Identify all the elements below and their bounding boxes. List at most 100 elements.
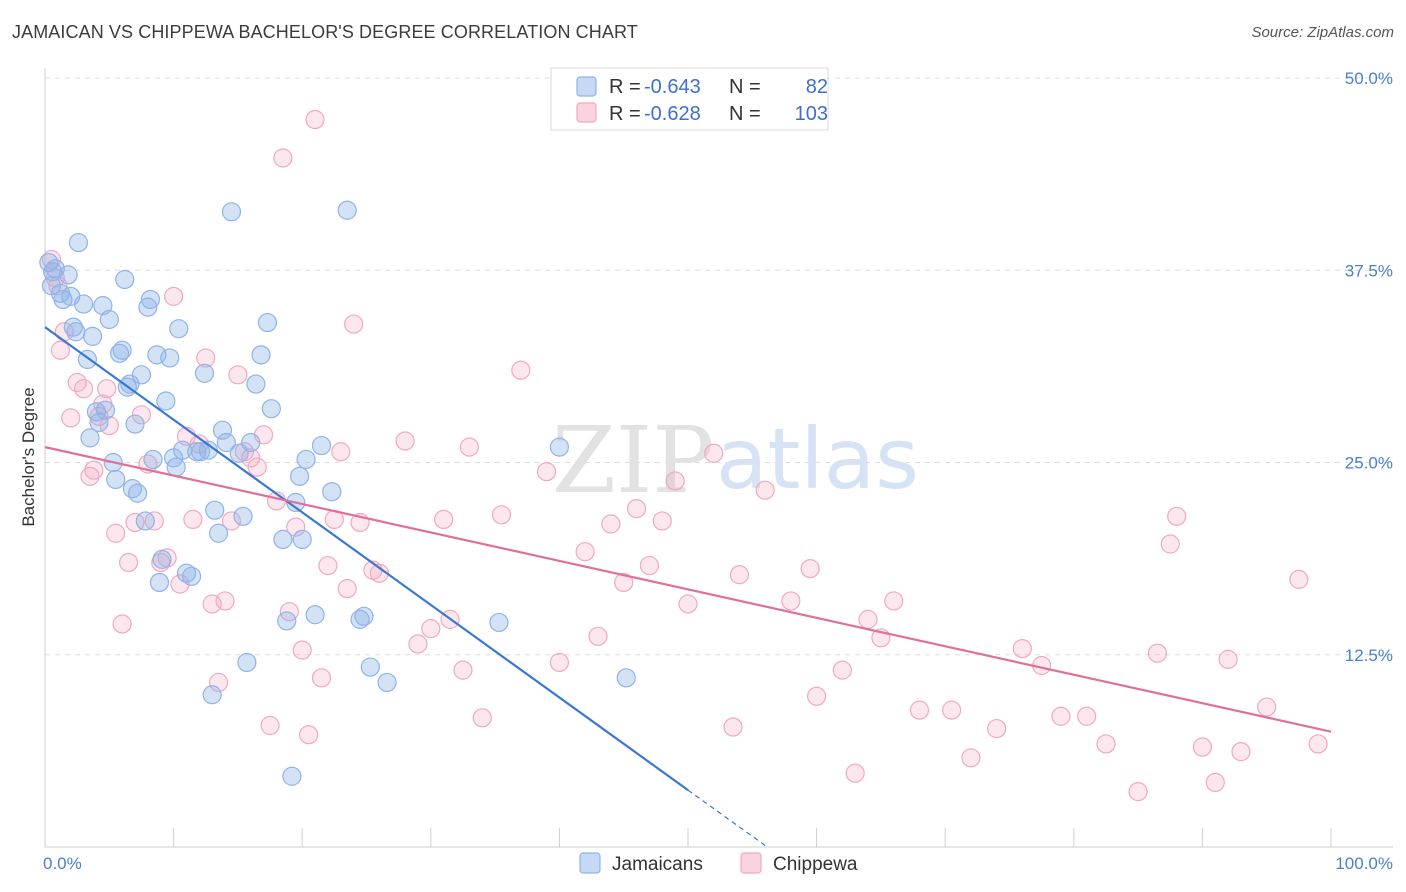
trend-line-jamaicans <box>44 326 689 791</box>
jamaicans-point <box>216 432 236 453</box>
chippewa-point <box>215 591 235 611</box>
jamaicans-point <box>212 420 233 440</box>
chippewa-point <box>536 462 557 482</box>
correlation-legend: R = -0.643 N = 82 R = -0.628 N = 103 <box>550 67 829 131</box>
jamaicans-point <box>311 435 332 456</box>
jamaicans-point <box>257 312 278 333</box>
chippewa-point <box>196 348 216 368</box>
jamaicans-point <box>176 563 197 583</box>
jamaicans-point <box>115 269 135 290</box>
chippewa-point <box>453 660 473 680</box>
chippewa-point <box>299 725 319 745</box>
chippewa-point <box>800 559 820 579</box>
chippewa-point <box>84 460 104 480</box>
jamaicans-point <box>182 566 202 586</box>
chippewa-point <box>112 614 132 634</box>
chippewa-point <box>961 748 981 768</box>
chippewa-point <box>61 408 81 428</box>
jamaicans-point <box>205 500 225 520</box>
chippewa-point <box>97 379 117 399</box>
jamaicans-point <box>82 326 103 346</box>
y-tick-label: 37.5% <box>1345 261 1393 280</box>
chippewa-point <box>292 640 312 660</box>
jamaicans-point <box>251 345 271 365</box>
chippewa-point <box>1192 737 1213 757</box>
bottom-legend-jamaicans: Jamaicans <box>612 854 703 875</box>
chippewa-point <box>273 148 293 168</box>
chippewa-point <box>221 511 242 531</box>
jamaicans-point <box>89 412 109 433</box>
jamaicans-point <box>233 506 253 526</box>
watermark: ZIP atlas <box>552 407 919 514</box>
chippewa-point <box>434 509 454 530</box>
chippewa-point <box>1308 734 1328 754</box>
chippewa-point <box>1167 506 1187 526</box>
chippewa-point <box>408 634 428 654</box>
chippewa-point <box>858 609 878 629</box>
jamaicans-point <box>305 605 325 625</box>
jamaicans-point <box>140 289 161 310</box>
jamaicans-point <box>68 232 89 253</box>
y-tick-label: 25.0% <box>1345 454 1393 473</box>
jamaicans-point <box>354 606 374 626</box>
jamaicans-point <box>241 432 261 453</box>
jamaicans-point <box>73 294 94 314</box>
jamaicans-point <box>337 200 357 220</box>
chippewa-point <box>311 668 332 688</box>
chippewa-point <box>806 686 827 706</box>
chippewa-point <box>1128 782 1148 802</box>
bottom-legend-chippewa: Chippewa <box>773 854 858 875</box>
jamaicans-point <box>296 449 316 470</box>
jamaicans-point <box>237 652 257 673</box>
chippewa-point <box>845 763 865 783</box>
chippewa-point <box>125 512 145 533</box>
grid <box>45 77 1393 656</box>
jamaicans-point <box>191 442 211 462</box>
jamaicans-point <box>66 322 86 342</box>
jamaicans-point <box>360 657 380 677</box>
y-axis-title: Bachelor's Degree <box>19 387 38 526</box>
chippewa-point <box>781 591 801 611</box>
jamaicans-point <box>106 469 126 490</box>
jamaicans-point <box>43 262 63 282</box>
jamaicans-point <box>261 399 281 419</box>
chippewa-point <box>884 591 904 611</box>
jamaicans-point <box>169 319 189 339</box>
jamaicans-point <box>292 529 312 550</box>
chippewa-point <box>1289 569 1309 589</box>
tick-labels: 12.5% 25.0% 37.5% 50.0% 0.0% 100.0% <box>43 69 1393 873</box>
chippewa-point <box>1096 734 1116 754</box>
chippewa-point <box>118 552 139 573</box>
watermark-atlas: atlas <box>716 410 919 508</box>
chippewa-point <box>1051 706 1071 726</box>
chippewa-point <box>318 555 338 576</box>
jamaicans-point <box>125 414 145 434</box>
chippewa-point <box>1257 697 1277 717</box>
chippewa-point <box>639 555 660 576</box>
chippewa-point <box>987 718 1007 739</box>
chippewa-point <box>260 715 280 736</box>
jamaicans-point <box>282 766 302 786</box>
chippewa-point <box>1160 534 1180 554</box>
chippewa-point <box>472 708 492 728</box>
jamaicans-point <box>135 511 155 531</box>
jamaicans-point <box>58 265 78 285</box>
series-legend: Jamaicans Chippewa <box>579 852 858 875</box>
chippewa-point <box>729 565 750 585</box>
legend-r-value-jamaicans: -0.643 <box>644 76 701 98</box>
x-tick-label-max: 100.0% <box>1335 854 1393 873</box>
jamaicans-point <box>322 482 342 502</box>
chippewa-point <box>626 499 647 519</box>
y-tick-label: 50.0% <box>1345 69 1393 88</box>
legend-swatch-chippewa <box>576 102 597 123</box>
jamaicans-point <box>377 672 397 693</box>
chippewa-point <box>665 471 685 491</box>
chippewa-point <box>575 542 595 562</box>
axes <box>44 68 1393 848</box>
chippewa-point <box>305 109 325 130</box>
legend-r-label-2: R = <box>609 103 641 125</box>
jamaicans-point <box>160 348 180 368</box>
jamaicans-points <box>39 200 636 786</box>
chippewa-point <box>588 626 608 646</box>
